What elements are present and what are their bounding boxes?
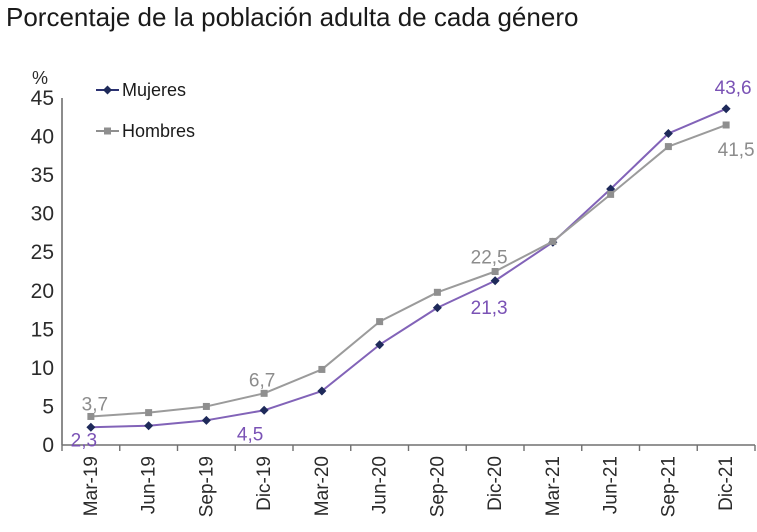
marker-mujeres	[86, 422, 96, 432]
marker-hombres	[318, 365, 326, 373]
marker-mujeres	[432, 303, 442, 313]
x-category-label: Jun-21	[601, 456, 622, 514]
y-tick-label: 5	[42, 395, 54, 418]
marker-hombres	[722, 121, 730, 129]
series-line-hombres	[90, 124, 727, 418]
marker-hombres	[549, 237, 557, 245]
chart-title: Porcentaje de la población adulta de cad…	[6, 2, 579, 32]
data-label-mujeres: 21,3	[471, 298, 508, 319]
marker-mujeres	[490, 276, 500, 286]
series-line-mujeres	[90, 107, 727, 429]
y-tick-label: 10	[31, 357, 54, 380]
x-category-label: Sep-19	[196, 456, 217, 517]
x-category-label: Dic-21	[716, 456, 737, 511]
marker-mujeres	[721, 104, 731, 114]
marker-mujeres	[259, 405, 269, 415]
marker-hombres	[664, 143, 672, 151]
marker-mujeres	[663, 128, 673, 138]
marker-hombres	[376, 318, 384, 326]
legend-label-mujeres: Mujeres	[122, 80, 186, 100]
marker-hombres	[491, 268, 499, 275]
data-label-hombres: 6,7	[249, 370, 275, 391]
x-category-label: Mar-21	[543, 456, 564, 516]
data-label-hombres: 22,5	[471, 248, 508, 269]
y-tick-label: 30	[31, 203, 54, 226]
x-category-label: Dic-19	[254, 456, 275, 511]
y-axis-unit-label: %	[32, 68, 48, 88]
x-category-label: Sep-20	[427, 456, 448, 517]
marker-mujeres	[375, 340, 385, 350]
x-category-label: Jun-19	[139, 456, 160, 514]
x-category-label: Jun-20	[370, 456, 391, 514]
data-label-hombres: 3,7	[82, 394, 108, 415]
data-label-mujeres: 43,6	[715, 78, 752, 99]
y-tick-label: 0	[42, 434, 54, 457]
x-category-label: Mar-19	[81, 456, 102, 516]
legend-label-hombres: Hombres	[122, 121, 195, 141]
data-label-hombres: 41,5	[718, 140, 755, 161]
marker-hombres	[87, 412, 95, 420]
marker-mujeres	[144, 421, 154, 431]
x-category-label: Sep-21	[658, 456, 679, 517]
y-tick-label: 15	[31, 318, 54, 341]
data-label-mujeres: 4,5	[237, 424, 263, 445]
data-label-mujeres: 2,3	[71, 430, 97, 451]
y-tick-label: 25	[31, 241, 54, 264]
marker-hombres	[202, 402, 210, 410]
marker-hombres	[145, 409, 153, 417]
legend-diamond-icon	[103, 85, 112, 95]
x-category-label: Mar-20	[312, 456, 333, 516]
y-tick-label: 35	[31, 164, 54, 187]
marker-hombres	[607, 190, 615, 198]
marker-hombres	[260, 389, 268, 397]
marker-mujeres	[201, 415, 211, 425]
y-tick-label: 20	[31, 280, 54, 303]
marker-hombres	[433, 288, 441, 296]
y-tick-label: 45	[31, 87, 54, 110]
x-category-label: Dic-20	[485, 456, 506, 511]
legend-square-icon	[104, 127, 111, 135]
y-tick-label: 40	[31, 126, 54, 149]
marker-mujeres	[317, 386, 327, 396]
